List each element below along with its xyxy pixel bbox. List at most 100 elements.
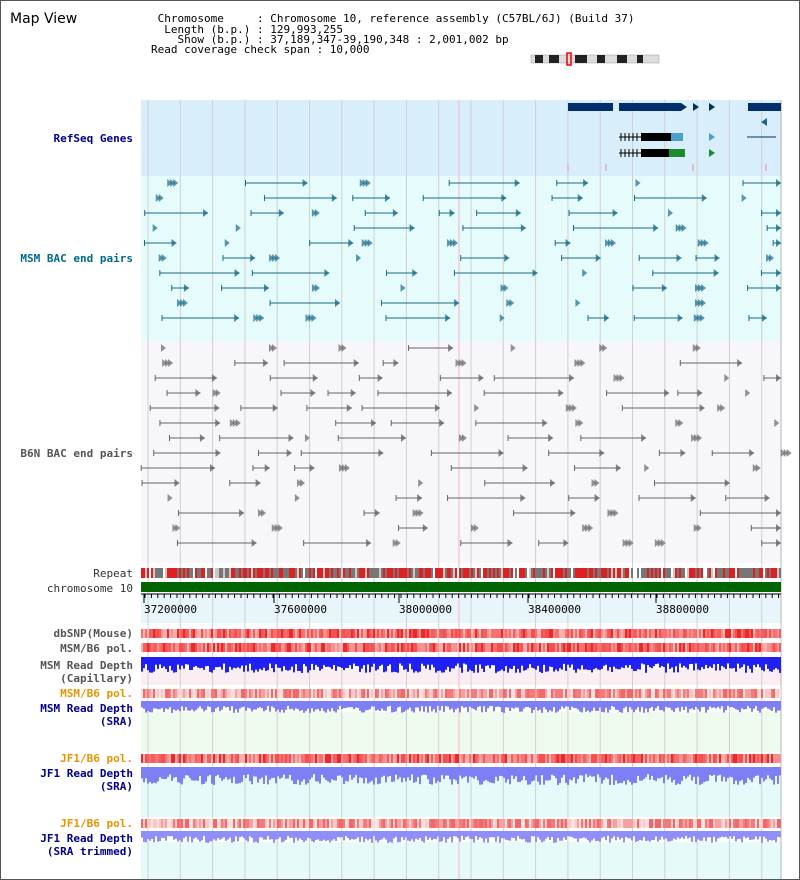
heat-cell bbox=[693, 629, 695, 638]
depth-bar bbox=[639, 657, 641, 670]
depth-bar bbox=[255, 767, 257, 777]
heat-cell bbox=[215, 689, 217, 698]
depth-bar bbox=[629, 657, 631, 666]
repeat-segment bbox=[401, 568, 403, 578]
heat-cell bbox=[663, 689, 665, 698]
heat-cell bbox=[277, 819, 279, 828]
heat-cell bbox=[597, 629, 599, 638]
heat-cell bbox=[211, 689, 213, 698]
heat-cell bbox=[253, 819, 255, 828]
msm-bac-pair bbox=[203, 209, 209, 217]
track-label-jf1-depth-trimmed[interactable]: JF1 Read Depth bbox=[40, 832, 133, 845]
heat-cell bbox=[255, 689, 257, 698]
heat-cell bbox=[197, 754, 199, 763]
track-label-jf1-pol-1[interactable]: JF1/B6 pol. bbox=[60, 752, 133, 765]
heat-cell bbox=[517, 629, 519, 638]
heat-cell bbox=[355, 689, 357, 698]
heat-cell bbox=[461, 754, 463, 763]
depth-bar bbox=[303, 657, 305, 664]
track-label-msm-pol-1[interactable]: MSM/B6 pol. bbox=[60, 642, 133, 655]
track-label-refseq-genes[interactable]: RefSeq Genes bbox=[53, 132, 133, 145]
depth-bar bbox=[767, 701, 769, 709]
repeat-segment bbox=[715, 568, 717, 578]
msm-bac-pair bbox=[409, 224, 415, 232]
heat-cell bbox=[253, 689, 255, 698]
depth-bar bbox=[447, 657, 449, 667]
depth-bar bbox=[451, 657, 453, 669]
heat-cell bbox=[743, 754, 745, 763]
b6n-bac-pair bbox=[697, 434, 703, 442]
heat-cell bbox=[543, 819, 545, 828]
repeat-segment bbox=[649, 568, 651, 578]
track-label-jf1-pol-2[interactable]: JF1/B6 pol. bbox=[60, 817, 133, 830]
depth-bar bbox=[359, 767, 361, 778]
heat-cell bbox=[229, 643, 231, 652]
msm-bac-pair bbox=[500, 284, 506, 292]
track-label-msm-depth-capillary[interactable]: MSM Read Depth bbox=[40, 659, 133, 672]
heat-cell bbox=[497, 629, 499, 638]
heat-cell bbox=[467, 689, 469, 698]
depth-bar bbox=[567, 831, 569, 837]
repeat-segment bbox=[587, 568, 589, 578]
depth-bar bbox=[319, 831, 321, 842]
heat-cell bbox=[659, 754, 661, 763]
heat-cell bbox=[267, 629, 269, 638]
heat-cell bbox=[325, 643, 327, 652]
heat-cell bbox=[431, 819, 433, 828]
depth-bar bbox=[305, 701, 307, 712]
depth-bar bbox=[419, 831, 421, 839]
heat-cell bbox=[545, 689, 547, 698]
depth-bar bbox=[345, 701, 347, 708]
heat-cell bbox=[401, 689, 403, 698]
heat-cell bbox=[577, 629, 579, 638]
heat-cell bbox=[649, 689, 651, 698]
repeat-segment bbox=[373, 568, 375, 578]
heat-cell bbox=[435, 754, 437, 763]
heat-cell bbox=[313, 643, 315, 652]
heat-cell bbox=[175, 689, 177, 698]
repeat-segment bbox=[689, 568, 691, 578]
heat-cell bbox=[295, 643, 297, 652]
heat-cell bbox=[533, 819, 535, 828]
depth-bar bbox=[449, 657, 451, 672]
depth-bar bbox=[395, 831, 397, 837]
heat-cell bbox=[731, 754, 733, 763]
track-label-msm-pol-2[interactable]: MSM/B6 pol. bbox=[60, 687, 133, 700]
depth-bar bbox=[555, 831, 557, 843]
depth-bar bbox=[377, 767, 379, 785]
heat-cell bbox=[511, 629, 513, 638]
heat-cell bbox=[391, 754, 393, 763]
heat-cell bbox=[179, 629, 181, 638]
repeat-segment bbox=[677, 568, 679, 578]
heat-cell bbox=[745, 689, 747, 698]
track-label-b6n-bac[interactable]: B6N BAC end pairs bbox=[20, 447, 133, 460]
depth-bar bbox=[489, 657, 491, 669]
track-label-msm-bac[interactable]: MSM BAC end pairs bbox=[20, 252, 133, 265]
depth-bar bbox=[575, 657, 577, 673]
depth-bar bbox=[737, 767, 739, 785]
heat-cell bbox=[675, 643, 677, 652]
track-label-jf1-depth-sra[interactable]: JF1 Read Depth bbox=[40, 767, 133, 780]
depth-bar bbox=[365, 767, 367, 778]
heat-cell bbox=[327, 629, 329, 638]
heat-cell bbox=[163, 754, 165, 763]
depth-bar bbox=[723, 701, 725, 713]
heat-cell bbox=[185, 643, 187, 652]
msm-bac-pair bbox=[776, 239, 781, 247]
repeat-segment bbox=[213, 568, 215, 578]
depth-bar bbox=[509, 831, 511, 841]
heat-cell bbox=[569, 643, 571, 652]
depth-bar bbox=[535, 831, 537, 842]
repeat-segment bbox=[369, 568, 371, 578]
heat-cell bbox=[145, 754, 147, 763]
heat-cell bbox=[207, 689, 209, 698]
heat-cell bbox=[309, 754, 311, 763]
track-label-dbsnp[interactable]: dbSNP(Mouse) bbox=[53, 627, 133, 640]
heat-cell bbox=[165, 819, 167, 828]
depth-bar bbox=[293, 831, 295, 843]
heat-cell bbox=[239, 643, 241, 652]
heat-cell bbox=[691, 643, 693, 652]
track-label-msm-depth-sra[interactable]: MSM Read Depth bbox=[40, 702, 133, 715]
depth-bar bbox=[623, 701, 625, 709]
